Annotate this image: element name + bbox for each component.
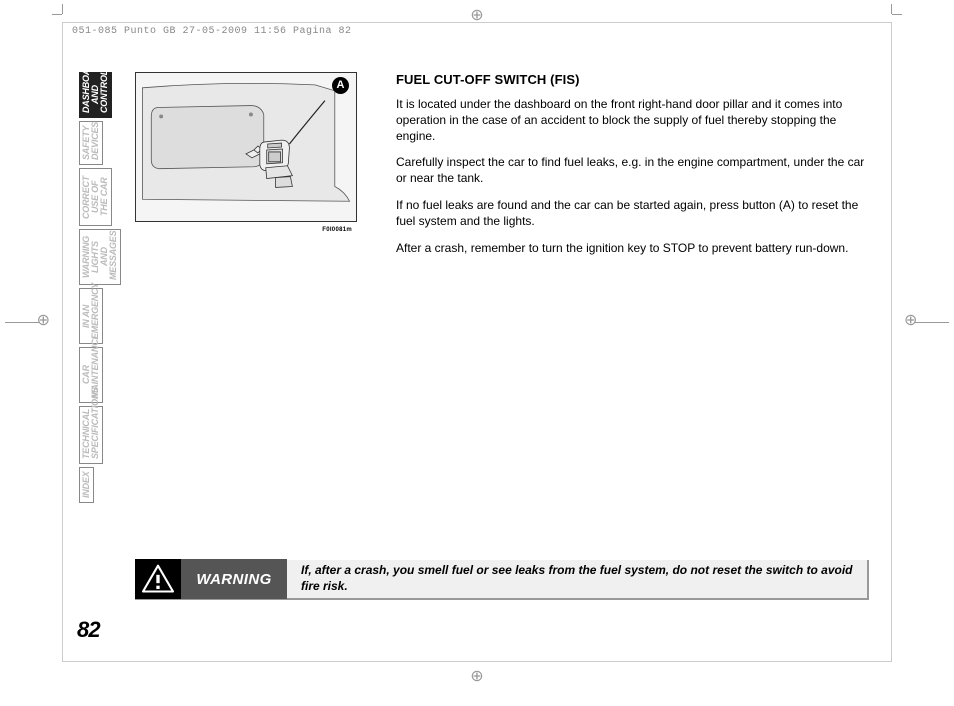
sidebar-tab-technical[interactable]: TECHNICAL SPECIFICATIONS [79, 406, 103, 464]
paragraph: Carefully inspect the car to find fuel l… [396, 155, 871, 187]
paragraph: If no fuel leaks are found and the car c… [396, 198, 871, 230]
sidebar-nav: DASHBOARD AND CONTROLS SAFETY DEVICES CO… [79, 72, 103, 506]
main-content: FUEL CUT-OFF SWITCH (FIS) It is located … [396, 72, 871, 268]
sidebar-tab-warning-lights[interactable]: WARNING LIGHTS AND MESSAGES [79, 229, 121, 285]
crop-mark [882, 4, 902, 24]
warning-text: If, after a crash, you smell fuel or see… [287, 563, 867, 594]
register-mark [470, 666, 483, 686]
sidebar-tab-index[interactable]: INDEX [79, 467, 94, 503]
warning-bar: WARNING If, after a crash, you smell fue… [135, 560, 869, 600]
warning-label: WARNING [181, 559, 287, 599]
paragraph: It is located under the dashboard on the… [396, 97, 871, 144]
figure-label-a: A [332, 77, 349, 94]
sidebar-tab-safety[interactable]: SAFETY DEVICES [79, 121, 103, 165]
page-number: 82 [77, 617, 100, 643]
content-heading: FUEL CUT-OFF SWITCH (FIS) [396, 72, 871, 87]
crop-mark [52, 4, 72, 24]
figure-caption: F0I0081m [322, 227, 352, 233]
warning-icon [135, 559, 181, 599]
paragraph: After a crash, remember to turn the igni… [396, 241, 871, 257]
page-header: 051-085 Punto GB 27-05-2009 11:56 Pagina… [72, 26, 352, 37]
sidebar-tab-correct-use[interactable]: CORRECT USE OF THE CAR [79, 168, 112, 226]
sidebar-tab-dashboard[interactable]: DASHBOARD AND CONTROLS [79, 72, 112, 118]
figure: A F0I0081m [135, 72, 357, 222]
